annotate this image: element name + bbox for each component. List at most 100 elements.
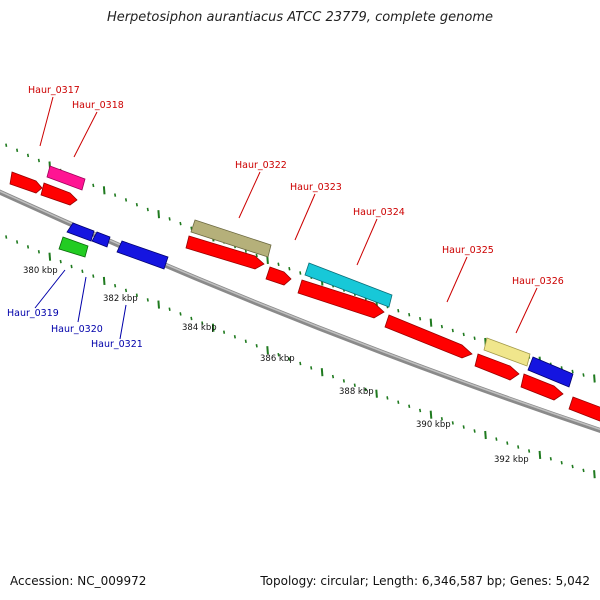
upper-tick [266, 255, 269, 264]
gene-arrow-0321[interactable] [116, 240, 169, 270]
lower-tick [16, 240, 19, 244]
lower-tick [135, 293, 138, 297]
upper-tick [179, 221, 182, 226]
lower-tick [179, 312, 182, 316]
lower-tick [593, 470, 596, 479]
genome-backbone [0, 189, 600, 433]
gene-label-haur-0321[interactable]: Haur_0321 [91, 339, 143, 350]
upper-tick [451, 328, 454, 333]
label-leaders-bottom [34, 269, 127, 340]
scale-label-392: 392 kbp [494, 455, 529, 465]
scale-label-382: 382 kbp [103, 294, 138, 304]
lower-tick [244, 339, 247, 344]
gene-arrow-0318[interactable] [40, 182, 78, 206]
lower-tick [517, 445, 520, 449]
upper-tick [102, 186, 106, 195]
gene-label-haur-0326[interactable]: Haur_0326 [512, 276, 564, 287]
lower-tick [440, 417, 443, 421]
upper-tick [135, 202, 138, 207]
lower-tick [26, 245, 30, 249]
lower-tick [571, 464, 574, 469]
upper-tick [16, 148, 19, 153]
gene-row-forward [9, 171, 600, 423]
upper-tick [146, 207, 149, 212]
gene-feature-olive[interactable] [190, 219, 272, 258]
gene-feature-khaki[interactable] [483, 337, 531, 367]
gene-labels-bottom: Haur_0319 Haur_0320 Haur_0321 [7, 308, 143, 350]
gene-label-haur-0317[interactable]: Haur_0317 [28, 85, 80, 96]
upper-tick [124, 198, 128, 202]
gene-arrow-0317[interactable] [9, 171, 43, 194]
gene-arrow-0325[interactable] [384, 314, 473, 359]
lower-tick [211, 323, 215, 332]
upper-tick [277, 262, 280, 267]
gene-feature-cyan[interactable] [304, 262, 393, 308]
gene-row-features-upper [46, 165, 574, 388]
gene-label-haur-0324[interactable]: Haur_0324 [353, 207, 405, 218]
lower-tick [146, 298, 149, 302]
gene-arrow-0322[interactable] [185, 235, 265, 270]
lower-tick [386, 396, 389, 400]
gene-label-haur-0322[interactable]: Haur_0322 [235, 160, 287, 171]
lower-tick [92, 274, 95, 278]
lower-tick [277, 352, 280, 357]
gene-arrow-0320b[interactable] [91, 231, 111, 248]
lower-tick [538, 450, 542, 459]
lower-tick [342, 379, 345, 383]
lower-tick [5, 235, 8, 239]
upper-tick [37, 158, 40, 163]
lower-tick [462, 425, 465, 429]
gene-labels-top: Haur_0317 Haur_0318 Haur_0322 Haur_0323 … [28, 85, 564, 287]
lower-tick [37, 250, 40, 254]
upper-tick [92, 183, 95, 188]
upper-tick [408, 312, 411, 317]
gene-arrow-0326[interactable] [474, 353, 520, 381]
lower-tick [157, 300, 160, 309]
lower-tick [484, 430, 487, 440]
scale-label-380: 380 kbp [23, 266, 58, 276]
label-leaders-top [39, 96, 538, 334]
upper-tick [419, 316, 422, 321]
gene-arrow-0320a[interactable] [66, 222, 95, 242]
upper-tick [157, 210, 160, 219]
scale-label-390: 390 kbp [416, 420, 451, 430]
upper-tick [26, 153, 30, 158]
lower-tick [190, 316, 193, 321]
lower-tick [288, 357, 291, 361]
lower-tick [223, 330, 226, 334]
gene-label-haur-0319[interactable]: Haur_0319 [7, 308, 59, 319]
upper-tick [473, 336, 476, 340]
scale-label-386: 386 kbp [260, 354, 295, 364]
gene-label-haur-0325[interactable]: Haur_0325 [442, 245, 494, 256]
gene-arrow-0323[interactable] [265, 266, 292, 286]
lower-tick [506, 441, 509, 445]
lower-tick [70, 264, 73, 269]
lower-tick [451, 421, 454, 425]
gene-arrow-0324[interactable] [297, 279, 385, 319]
lower-tick [114, 283, 117, 288]
upper-tick [462, 332, 465, 337]
lower-tick [255, 344, 258, 348]
gene-feature-magenta[interactable] [46, 165, 86, 191]
gene-label-haur-0318[interactable]: Haur_0318 [72, 100, 124, 111]
scale-label-384: 384 kbp [182, 323, 217, 333]
lower-tick [429, 410, 433, 419]
genome-summary-text: Topology: circular; Length: 6,346,587 bp… [260, 574, 590, 588]
lower-tick [124, 288, 128, 293]
gene-arrow-0328[interactable] [568, 396, 600, 423]
tick-row-lower [5, 235, 596, 479]
gene-arrow-0319[interactable] [58, 236, 89, 258]
upper-tick [571, 369, 574, 374]
gene-label-haur-0323[interactable]: Haur_0323 [290, 182, 342, 193]
gene-arrow-0327[interactable] [520, 373, 564, 401]
upper-tick [5, 143, 8, 147]
lower-tick [233, 335, 236, 339]
lower-tick [266, 346, 269, 355]
lower-tick [331, 374, 335, 379]
upper-tick [168, 217, 171, 221]
gene-label-haur-0320[interactable]: Haur_0320 [51, 324, 103, 335]
lower-tick [560, 460, 563, 465]
gene-feature-blue-right[interactable] [527, 356, 574, 388]
lower-tick [397, 400, 400, 404]
